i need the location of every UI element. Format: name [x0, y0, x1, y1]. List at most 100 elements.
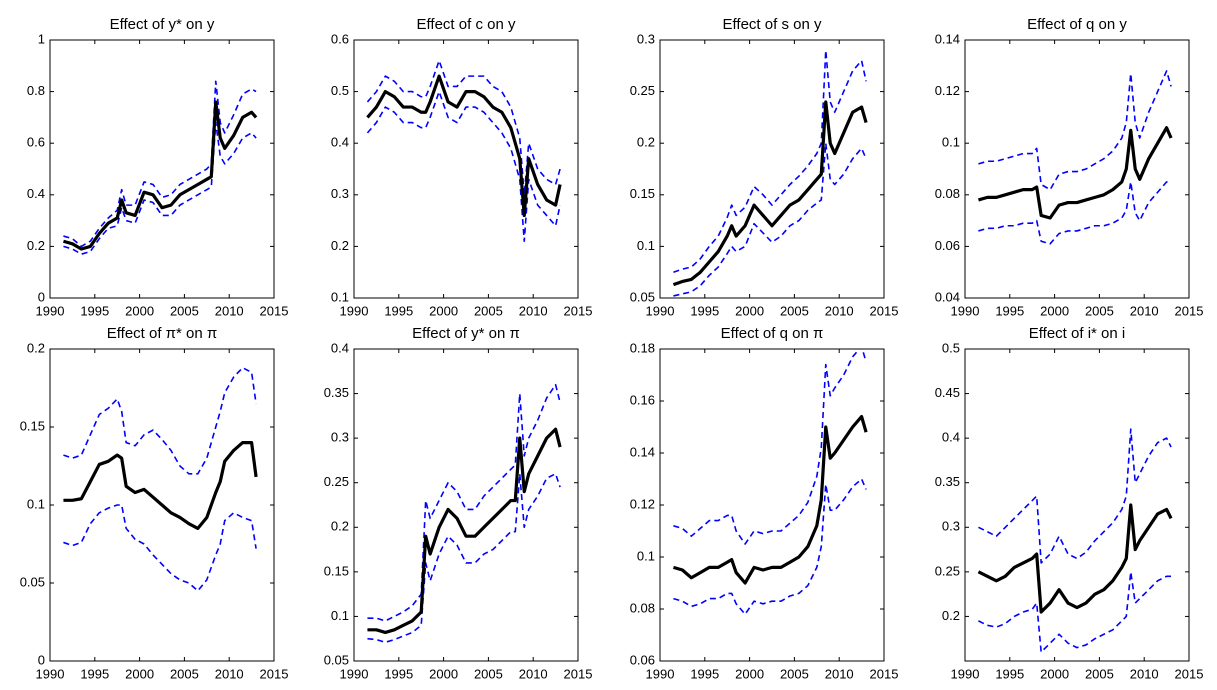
- y-tick-label: 0.06: [935, 238, 960, 253]
- band-line: [366, 90, 561, 243]
- x-tick-label: 2015: [870, 666, 899, 681]
- median-line: [672, 100, 868, 287]
- x-tick-label: 2005: [780, 666, 809, 681]
- subplot-title: Effect of π* on π: [107, 325, 217, 342]
- x-tick-label: 1990: [36, 666, 65, 681]
- x-tick-label: 1990: [951, 303, 980, 318]
- y-tick-label: 0.1: [942, 135, 960, 150]
- plot-area: [353, 39, 579, 299]
- y-tick-label: 0.16: [630, 392, 655, 407]
- subplot: Effect of y* on π 1990 1995 2000 2005 2010 201…: [324, 325, 593, 681]
- y-tick-label: 0.2: [27, 340, 45, 355]
- median-line: [367, 427, 562, 635]
- y-tick-label: 0.2: [27, 238, 45, 253]
- subplot-title: Effect of q on y: [1027, 16, 1127, 33]
- x-tick-label: 1995: [80, 666, 109, 681]
- x-tick-label: 2000: [429, 303, 458, 318]
- x-tick-label: 1995: [995, 666, 1024, 681]
- y-tick-label: 0.2: [942, 608, 960, 623]
- y-tick-label: 0.4: [331, 340, 349, 355]
- y-tick-label: 0.15: [20, 418, 45, 433]
- y-tick-label: 0.05: [630, 289, 655, 304]
- band-line: [63, 80, 257, 248]
- y-tick-label: 0.1: [331, 289, 349, 304]
- y-tick-label: 0.4: [942, 430, 960, 445]
- plot-area: [49, 39, 275, 299]
- x-tick-label: 2000: [735, 303, 764, 318]
- x-tick-label: 2010: [519, 666, 548, 681]
- y-tick-label: 0.05: [20, 574, 45, 589]
- band-line: [673, 478, 867, 615]
- plot-area: [659, 348, 885, 662]
- y-tick-label: 0.3: [942, 519, 960, 534]
- band-line: [367, 383, 561, 622]
- y-tick-label: 0.18: [630, 340, 655, 355]
- y-tick-label: 0.12: [935, 83, 960, 98]
- y-tick-label: 0.6: [27, 135, 45, 150]
- band-line: [673, 142, 867, 297]
- subplot: Effect of s on y 1990 1995 2000 2005 2010 2015…: [630, 16, 899, 318]
- subplot-title: Effect of q on π: [721, 325, 824, 342]
- x-tick-label: 2015: [1175, 303, 1204, 318]
- subplot: Effect of i* on i 1990 1995 2000 2005 2010 201…: [935, 325, 1204, 681]
- y-tick-label: 0.1: [637, 238, 655, 253]
- x-tick-label: 2010: [825, 303, 854, 318]
- x-tick-label: 1995: [80, 303, 109, 318]
- band-line: [366, 59, 561, 196]
- plot-area: [964, 39, 1190, 299]
- x-tick-label: 2015: [870, 303, 899, 318]
- median-line: [62, 100, 258, 251]
- x-tick-label: 1990: [951, 666, 980, 681]
- x-tick-label: 2000: [125, 303, 154, 318]
- subplot-title: Effect of c on y: [417, 16, 516, 33]
- x-tick-label: 1995: [384, 666, 413, 681]
- x-tick-label: 2000: [429, 666, 458, 681]
- band-line: [978, 571, 1172, 653]
- x-tick-label: 2000: [1040, 666, 1069, 681]
- x-tick-label: 2010: [825, 666, 854, 681]
- y-tick-label: 0.3: [331, 430, 349, 445]
- y-tick-label: 0.25: [324, 474, 349, 489]
- y-tick-label: 0.2: [331, 238, 349, 253]
- y-tick-label: 0.25: [630, 83, 655, 98]
- subplot: Effect of q on y 1990 1995 2000 2005 2010 2015…: [935, 16, 1204, 318]
- x-tick-label: 2015: [564, 666, 593, 681]
- x-tick-label: 2005: [1085, 303, 1114, 318]
- y-tick-label: 0: [38, 289, 45, 304]
- y-tick-label: 0.1: [27, 496, 45, 511]
- y-tick-label: 0.3: [331, 186, 349, 201]
- x-tick-label: 1990: [36, 303, 65, 318]
- y-tick-label: 0.15: [630, 186, 655, 201]
- x-tick-label: 2005: [474, 666, 503, 681]
- y-tick-label: 0.2: [331, 519, 349, 534]
- y-tick-label: 0.35: [935, 474, 960, 489]
- median-line: [977, 126, 1173, 220]
- band-line: [673, 349, 867, 545]
- median-line: [366, 74, 562, 218]
- y-tick-label: 0.45: [935, 385, 960, 400]
- y-tick-label: 0.8: [27, 83, 45, 98]
- subplot-title: Effect of y* on y: [110, 16, 215, 33]
- median-line: [63, 441, 258, 530]
- y-tick-label: 0.5: [942, 340, 960, 355]
- x-tick-label: 2000: [735, 666, 764, 681]
- y-tick-label: 0.08: [935, 186, 960, 201]
- band-line: [978, 70, 1172, 191]
- y-tick-label: 0.06: [630, 652, 655, 667]
- median-line: [977, 503, 1173, 614]
- x-tick-label: 2010: [1130, 303, 1159, 318]
- subplot: Effect of y* on y 1990 1995 2000 2005 2010 201…: [27, 16, 289, 318]
- y-tick-label: 0.08: [630, 600, 655, 615]
- y-tick-label: 0.25: [935, 563, 960, 578]
- x-tick-label: 2015: [260, 303, 289, 318]
- y-tick-label: 0.4: [27, 186, 45, 201]
- x-tick-label: 1990: [340, 303, 369, 318]
- subplot: Effect of q on π 1990 1995 2000 2005 2010 2015…: [630, 325, 899, 681]
- x-tick-label: 1990: [646, 303, 675, 318]
- y-tick-label: 0.4: [331, 135, 349, 150]
- x-tick-label: 2015: [564, 303, 593, 318]
- subplot: Effect of π* on π 1990 1995 2000 2005 2010 201…: [20, 325, 289, 681]
- band-line: [63, 366, 257, 475]
- x-tick-label: 2010: [1130, 666, 1159, 681]
